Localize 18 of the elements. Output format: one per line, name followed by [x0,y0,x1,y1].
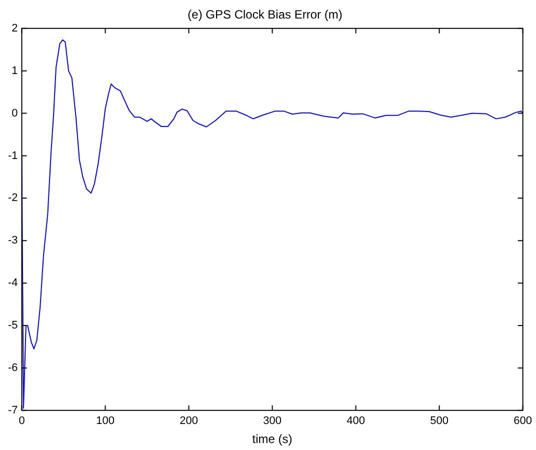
y-tick-label: -2 [8,192,18,204]
y-tick-label: 1 [12,64,18,77]
y-tick-label: -7 [8,404,18,416]
x-tick-label: 600 [514,415,532,428]
x-axis-title: time (s) [252,432,292,446]
x-tick-label: 200 [180,415,198,428]
x-tick-label: 100 [96,415,114,428]
y-tick-label: -6 [8,362,18,374]
y-tick-label: -4 [8,277,18,290]
y-tick-label: 0 [12,107,18,120]
x-tick-label: 300 [263,415,282,428]
x-tick-label: 400 [346,415,365,428]
x-tick-label: 500 [430,415,448,428]
y-tick-label: -3 [8,234,18,247]
chart-title: (e) GPS Clock Bias Error (m) [188,8,342,22]
y-tick-label: -1 [8,150,18,162]
y-tick-label: -5 [8,320,18,332]
y-tick-label: 2 [12,22,18,34]
